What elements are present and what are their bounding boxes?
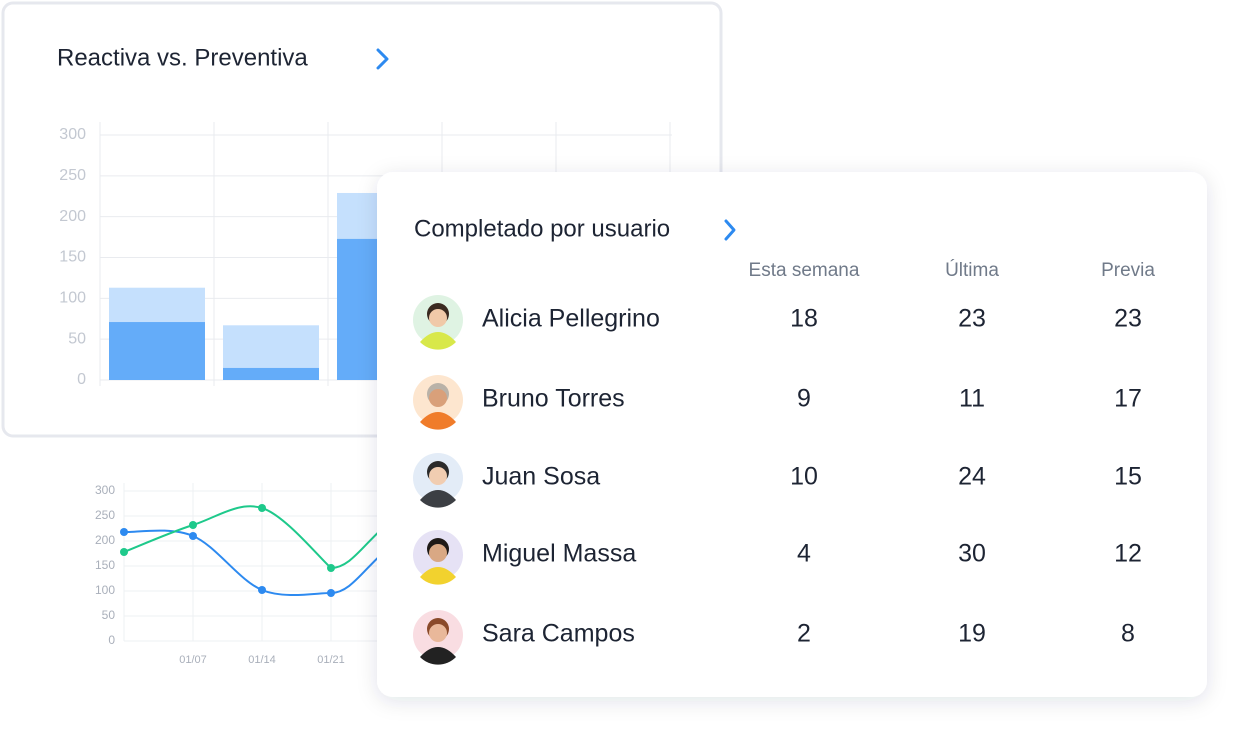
point xyxy=(189,532,197,540)
point xyxy=(327,564,335,572)
column-header: Previa xyxy=(1101,260,1155,281)
table-title: Completado por usuario xyxy=(414,215,670,242)
y-tick-label: 300 xyxy=(59,126,86,143)
cell-value: 24 xyxy=(958,463,986,491)
cell-value: 11 xyxy=(959,385,985,413)
y-tick-label: 150 xyxy=(59,249,86,266)
y-tick-label: 300 xyxy=(95,483,115,497)
column-header: Esta semana xyxy=(749,260,860,281)
bar-segment xyxy=(109,287,205,323)
cell-value: 9 xyxy=(797,385,811,413)
bar-segment xyxy=(223,367,319,380)
y-tick-label: 50 xyxy=(102,608,116,622)
user-name: Bruno Torres xyxy=(482,385,625,413)
avatar-face xyxy=(429,309,447,327)
y-tick-label: 250 xyxy=(95,508,115,522)
y-tick-label: 0 xyxy=(77,371,86,388)
cell-value: 15 xyxy=(1114,463,1142,491)
point xyxy=(258,586,266,594)
cell-value: 17 xyxy=(1114,385,1142,413)
column-header: Última xyxy=(945,259,999,281)
chevron[interactable] xyxy=(376,48,389,70)
y-tick-label: 200 xyxy=(95,533,115,547)
x-tick-label: 01/14 xyxy=(248,654,276,666)
cell-value: 23 xyxy=(1114,305,1142,333)
y-tick-label: 150 xyxy=(95,558,115,572)
avatar-face xyxy=(429,544,447,562)
avatar-face xyxy=(429,389,447,407)
chevron[interactable] xyxy=(724,219,736,241)
bar-segment xyxy=(109,322,205,380)
avatar-face xyxy=(429,624,447,642)
point xyxy=(258,504,266,512)
cell-value: 23 xyxy=(958,305,986,333)
avatar-body xyxy=(420,490,456,508)
table-card xyxy=(377,172,1207,697)
y-tick-label: 200 xyxy=(59,208,86,225)
cell-value: 30 xyxy=(958,540,986,568)
user-name: Alicia Pellegrino xyxy=(482,305,660,333)
point xyxy=(189,521,197,529)
point xyxy=(120,528,128,536)
cell-value: 19 xyxy=(958,620,986,648)
y-tick-label: 100 xyxy=(59,290,86,307)
user-name: Sara Campos xyxy=(482,620,635,648)
user-name: Miguel Massa xyxy=(482,540,636,568)
line xyxy=(123,529,412,596)
avatar-body xyxy=(420,647,456,665)
x-tick-label: 01/07 xyxy=(179,654,207,666)
y-tick-label: 250 xyxy=(59,167,86,184)
table: Esta semana Última Previa Alicia Pellegrino… xyxy=(413,259,1155,665)
cell-value: 10 xyxy=(790,463,818,491)
avatar-body xyxy=(420,567,456,585)
x-tick-label: 01/21 xyxy=(317,654,345,666)
bar-title: Reactiva vs. Preventiva xyxy=(57,44,308,71)
y-tick-label: 50 xyxy=(68,330,86,347)
line-chart: 0 50 100 150 200 250 300 01/07 01/14 01/21 xyxy=(95,483,600,666)
cell-value: 12 xyxy=(1114,540,1142,568)
avatar-body xyxy=(420,332,456,350)
cell-value: 2 xyxy=(797,620,811,648)
point xyxy=(327,589,335,597)
avatar-body xyxy=(420,412,456,430)
cell-value: 18 xyxy=(790,305,818,333)
y-tick-label: 0 xyxy=(108,633,115,647)
cell-value: 4 xyxy=(797,540,811,568)
point xyxy=(120,548,128,556)
bar-segment xyxy=(223,325,319,368)
user-name: Juan Sosa xyxy=(482,463,600,491)
y-tick-label: 100 xyxy=(95,583,115,597)
cell-value: 8 xyxy=(1121,620,1135,648)
avatar-face xyxy=(429,467,447,485)
